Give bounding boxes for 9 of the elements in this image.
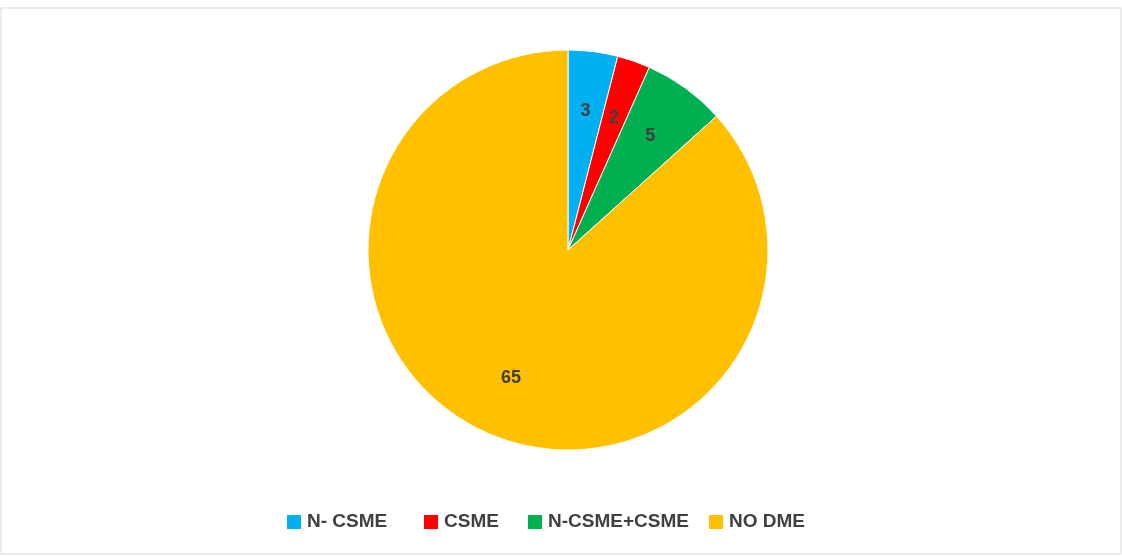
legend-label: NO DME bbox=[729, 510, 805, 532]
data-label: 5 bbox=[645, 125, 656, 146]
pie-slice bbox=[367, 49, 769, 451]
legend-label: CSME bbox=[444, 510, 499, 532]
data-label: 3 bbox=[580, 99, 591, 120]
legend-label: N- CSME bbox=[307, 510, 388, 532]
data-label: 65 bbox=[501, 366, 522, 387]
data-label: 2 bbox=[609, 106, 620, 127]
legend-label: N-CSME+CSME bbox=[548, 510, 689, 532]
